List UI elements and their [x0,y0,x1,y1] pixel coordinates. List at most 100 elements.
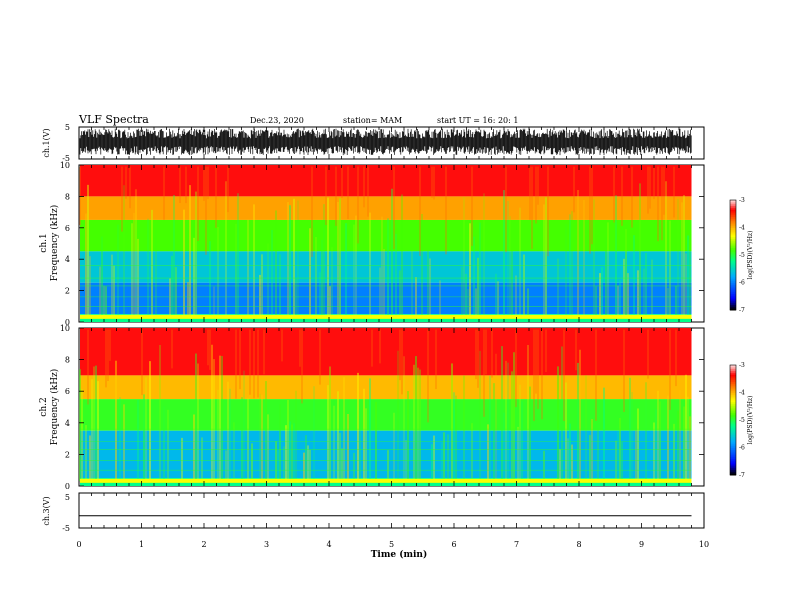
colorbar-segment [730,423,736,426]
spectrogram-ytick-label: 0 [65,318,70,327]
ch1-waveform-ytick-top: 5 [65,123,70,132]
colorbar-segment [730,277,736,280]
colorbar-segment [730,264,736,267]
colorbar-segment [730,414,736,417]
colorbar-segment [730,365,736,368]
colorbar-segment [730,383,736,386]
colorbar-segment [730,308,736,311]
colorbar-segment [730,438,736,441]
colorbar-segment [730,401,736,404]
ch3-waveform-frame [78,492,705,529]
time-axis-tick-label: 0 [76,540,81,549]
colorbar-segment [730,238,736,241]
colorbar-segment [730,258,736,261]
spectrogram-band [80,328,692,376]
ch1-spectrogram-ylabel-channel: ch.1 [39,233,49,252]
spectrogram-band [80,430,692,479]
spectrogram-streaks [79,166,691,318]
ch1-spectrogram-image [79,165,692,322]
spectrogram-ytick-label: 10 [60,324,70,333]
ch2-spectrogram-image [79,328,692,486]
time-axis-tick-label: 9 [639,540,644,549]
colorbar-segment [730,211,736,214]
colorbar-segment [730,473,736,476]
colorbar-tick-label: -4 [739,390,745,397]
colorbar-tick-label: -3 [739,197,745,204]
spectrogram-band [80,375,692,400]
colorbar-segment [730,306,736,309]
colorbar-segment [730,399,736,403]
colorbar-segment [730,372,736,375]
spectrogram-band [80,165,692,197]
ch1-colorbar: -3 -4 -5 -6 -7 log(PSD)(V²/Hz) [729,197,754,314]
spectrogram-ytick-label: 8 [65,356,70,365]
colorbar-segment [730,456,736,459]
colorbar-tick-label: -5 [739,252,745,259]
colorbar-segment [730,271,736,274]
colorbar-segment [730,431,736,434]
colorbar-segment [730,233,736,236]
ch2-spectrogram-panel: 0 2 4 6 8 10 ch.2 Frequency (kHz) -3 -4 -5 -6 -7 l… [39,324,754,491]
spectrogram-band [80,251,692,283]
colorbar-segment [730,442,736,445]
time-axis-tick-label: 8 [576,540,581,549]
colorbar-segment [730,403,736,406]
colorbar-segment [730,251,736,254]
colorbar-segment [730,293,736,296]
colorbar-segment [730,229,736,232]
spectrogram-low-band [80,478,692,483]
colorbar-tick-label: -7 [739,472,745,479]
colorbar-segment [730,366,736,370]
ch3-waveform-ytick-bottom: -5 [62,524,70,533]
ch2-spectrogram-ylabel-channel: ch.2 [39,397,49,416]
spectrogram-ytick-label: 6 [65,387,70,396]
colorbar-segment [730,434,736,437]
colorbar-segment [730,469,736,472]
colorbar-segment [730,425,736,428]
colorbar-segment [730,453,736,456]
spectrogram-ytick-label: 2 [65,287,70,296]
colorbar-segment [730,449,736,452]
colorbar-segment [730,203,736,206]
colorbar-segment [730,209,736,212]
spectrogram-ytick-label: 4 [65,255,70,264]
colorbar-segment [730,387,736,390]
ch1-spectrogram-ylabel: Frequency (kHz) [49,205,60,282]
time-axis-tick-label: 7 [514,540,519,549]
colorbar-segment [730,240,736,243]
colorbar-segment [730,418,736,421]
colorbar-segment [730,297,736,300]
spectrogram-band [80,196,692,220]
spectrogram-ytick-label: 0 [65,482,70,491]
ch1-waveform-ytick-bottom: -5 [62,154,70,163]
spectrogram-low-band [80,314,692,319]
colorbar-segment [730,284,736,287]
colorbar-tick-label: -4 [739,225,745,232]
spectrogram-ytick-label: 8 [65,192,70,201]
colorbar-segment [730,429,736,432]
colorbar-segment [730,247,736,250]
colorbar-segment [730,454,736,458]
colorbar-segment [730,255,736,258]
colorbar-segment [730,385,736,388]
time-axis-tick-label: 1 [139,540,144,549]
ch2-colorbar: -3 -4 -5 -6 -7 log(PSD)(V²/Hz) [729,362,754,479]
colorbar-segment [730,427,736,430]
colorbar-segment [730,420,736,423]
colorbar-segment [730,242,736,245]
colorbar-segment [730,370,736,373]
colorbar-segment [730,245,736,249]
colorbar-segment [730,412,736,415]
colorbar-segment [730,214,736,217]
colorbar-segment [730,295,736,298]
colorbar-segment [730,260,736,263]
ch1-waveform-ylabel: ch.1(V) [42,128,51,157]
colorbar-segment [730,390,736,393]
time-axis-tick-label: 4 [326,540,331,549]
colorbar-segment [730,407,736,410]
colorbar-segment [730,231,736,234]
spectrogram-band [80,399,692,431]
ch2-spectrogram-ylabel: Frequency (kHz) [49,369,60,446]
colorbar-segment [730,304,736,307]
colorbar-segment [730,256,736,260]
